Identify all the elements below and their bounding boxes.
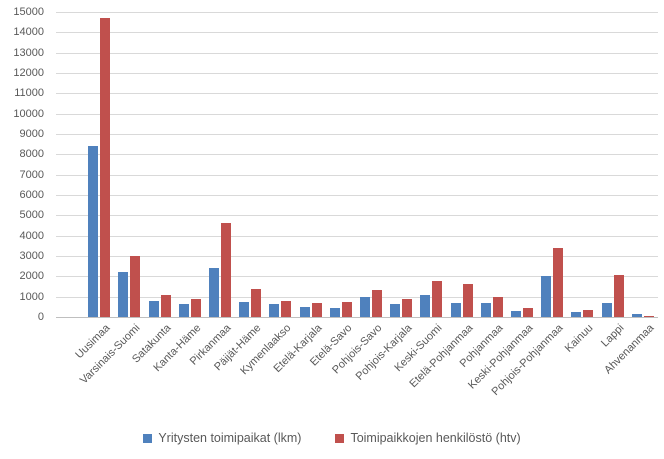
bar <box>492 297 503 317</box>
bar <box>118 272 129 317</box>
bar <box>583 310 594 317</box>
bar <box>148 301 159 317</box>
legend-item-toimipaikkojen-henkilosto: Toimipaikkojen henkilöstö (htv) <box>335 431 521 445</box>
bar <box>269 304 280 317</box>
y-tick-label: 0 <box>37 311 44 323</box>
x-axis-line <box>56 317 658 318</box>
y-tick-label: 10000 <box>13 108 44 120</box>
y-tick-label: 13000 <box>13 47 44 59</box>
y-tick-label: 7000 <box>19 169 44 181</box>
bar <box>341 302 352 317</box>
legend-item-yritysten-toimipaikat: Yritysten toimipaikat (lkm) <box>143 431 301 445</box>
bar <box>281 301 292 317</box>
y-tick-label: 6000 <box>19 189 44 201</box>
bar <box>160 295 171 317</box>
y-tick-label: 5000 <box>19 209 44 221</box>
bar <box>88 146 99 317</box>
gridline <box>56 134 658 135</box>
y-tick-label: 4000 <box>19 230 44 242</box>
bar <box>360 297 370 317</box>
legend-color-swatch-red-icon <box>335 433 345 443</box>
bar <box>601 303 612 317</box>
gridline <box>56 236 658 237</box>
y-tick-label: 15000 <box>13 6 44 18</box>
bar <box>643 316 654 317</box>
bar <box>220 223 231 317</box>
legend-label: Toimipaikkojen henkilöstö (htv) <box>350 431 521 445</box>
y-tick-label: 8000 <box>19 148 44 160</box>
gridline <box>56 175 658 176</box>
gridline <box>56 256 658 257</box>
gridline <box>56 32 658 33</box>
gridline <box>56 12 658 13</box>
gridline <box>56 93 658 94</box>
bar <box>311 303 322 317</box>
y-tick-label: 14000 <box>13 26 44 38</box>
bar <box>571 312 582 317</box>
bar <box>208 268 219 317</box>
bar <box>541 276 552 317</box>
gridline <box>56 276 658 277</box>
gridline <box>56 154 658 155</box>
gridline <box>56 53 658 54</box>
gridline <box>56 297 658 298</box>
bar <box>251 289 262 317</box>
bar <box>450 303 461 317</box>
bar <box>239 302 250 317</box>
bar <box>631 314 642 317</box>
gridline <box>56 195 658 196</box>
y-tick-label: 11000 <box>14 87 44 99</box>
legend-label: Yritysten toimipaikat (lkm) <box>158 431 302 445</box>
bar <box>178 304 189 317</box>
y-tick-label: 12000 <box>13 67 44 79</box>
bar <box>190 299 201 317</box>
x-axis-label: Lappi <box>598 322 627 350</box>
gridline <box>56 73 658 74</box>
bar <box>100 18 111 317</box>
bar <box>462 284 473 317</box>
bar <box>553 248 564 317</box>
bar <box>420 295 431 317</box>
bar <box>613 275 624 317</box>
bar <box>299 307 310 317</box>
legend-color-swatch-blue-icon <box>143 433 153 443</box>
bar <box>390 304 401 317</box>
legend: Yritysten toimipaikat (lkm) Toimipaikkoj… <box>0 431 664 445</box>
bar <box>130 256 141 317</box>
bar <box>523 308 534 317</box>
y-tick-label: 1000 <box>19 291 44 303</box>
gridline <box>56 215 658 216</box>
gridline <box>56 114 658 115</box>
bar <box>372 290 382 317</box>
x-axis-label: Kainuu <box>563 322 596 355</box>
y-tick-label: 9000 <box>19 128 44 140</box>
bar <box>511 311 522 317</box>
bar <box>329 308 340 317</box>
y-tick-label: 2000 <box>19 270 44 282</box>
bar <box>480 303 491 317</box>
bar <box>432 281 443 317</box>
bar <box>402 299 413 317</box>
y-tick-label: 3000 <box>19 250 44 262</box>
